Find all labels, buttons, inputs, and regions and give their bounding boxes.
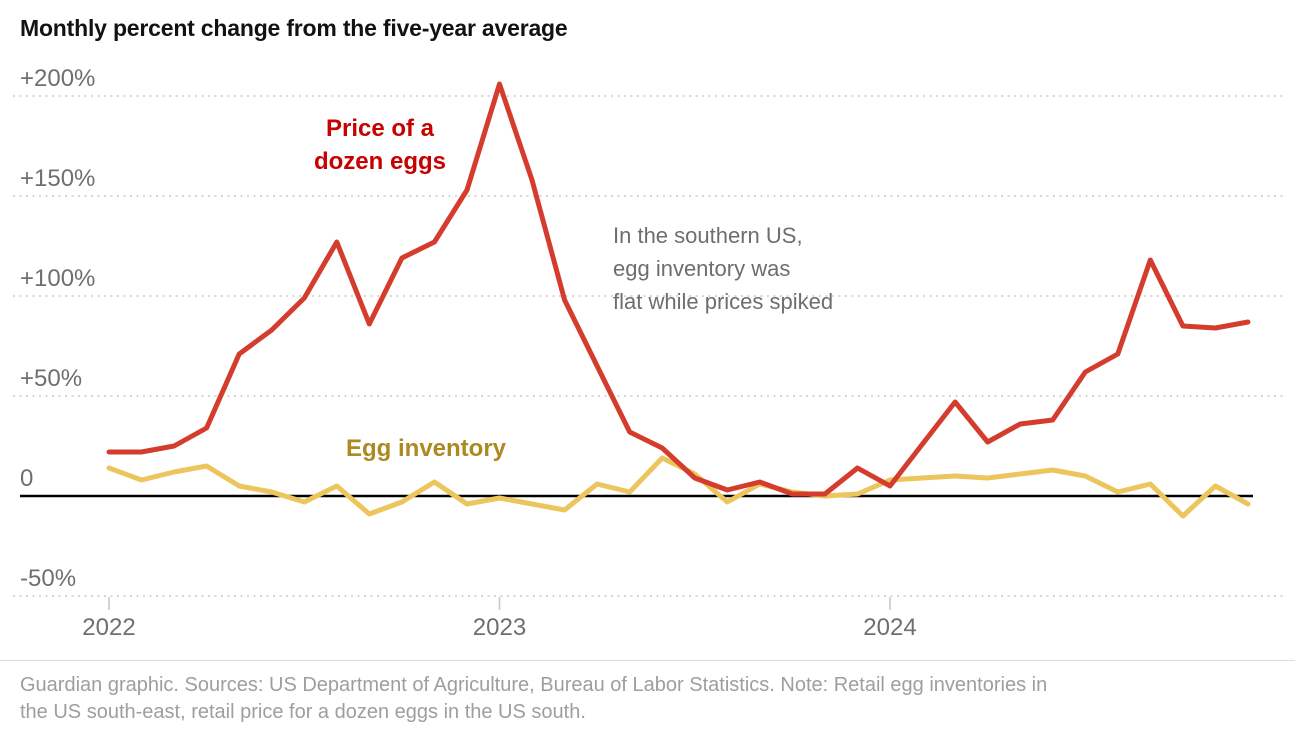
y-axis-tick-label: -50% <box>20 565 77 592</box>
inventory-line <box>106 455 1251 519</box>
price-line <box>106 81 1251 497</box>
inventory-series-label: Egg inventory <box>346 435 507 462</box>
x-axis-year-label: 2023 <box>472 614 527 641</box>
source-note: Guardian graphic. Sources: US Department… <box>20 674 1048 723</box>
x-axis-year-label: 2022 <box>82 614 136 641</box>
y-axis-tick-label: 0 <box>20 465 34 492</box>
chart-annotation: In the southern US, egg inventory was fl… <box>613 223 834 314</box>
y-axis-tick-label: +50% <box>20 365 83 392</box>
y-axis-tick-label: +200% <box>20 65 96 92</box>
price-series-label: Price of a dozen eggs <box>313 115 446 175</box>
chart-title: Monthly percent change from the five-yea… <box>20 15 568 41</box>
x-axis-year-label: 2024 <box>863 614 917 641</box>
y-axis-tick-label: +100% <box>20 265 96 292</box>
y-axis-tick-label: +150% <box>20 165 96 192</box>
footer-divider <box>0 660 1295 661</box>
